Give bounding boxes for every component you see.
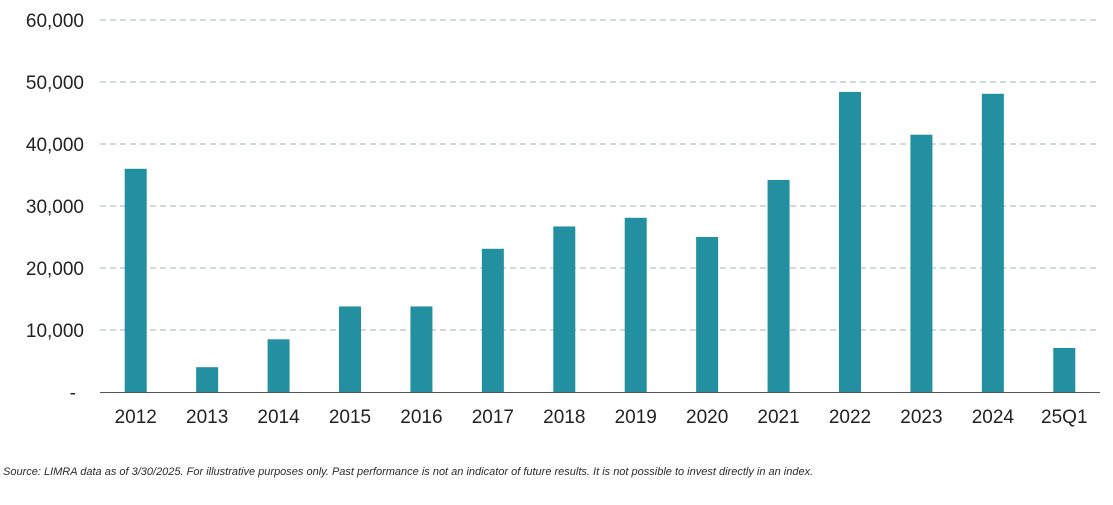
y-tick-label: 20,000 [26,259,84,280]
bar-2014 [267,339,290,392]
y-tick-label: 50,000 [26,73,84,94]
x-tick-label: 2014 [257,407,300,428]
bar-2024 [981,93,1004,392]
bar-25Q1 [1053,347,1076,392]
bar-2023 [910,134,933,392]
x-tick-label: 2021 [757,407,799,428]
y-tick-label: 60,000 [26,11,84,32]
bar-2013 [196,367,219,392]
bar-chart: - 10,000 20,000 30,000 40,000 50,000 60,000 20… [26,11,1100,428]
bar-2018 [553,226,576,392]
x-tick-label: 2016 [400,407,442,428]
x-tick-label: 2013 [186,407,228,428]
source-footnote: Source: LIMRA data as of 3/30/2025. For … [3,466,814,478]
x-tick-label: 2018 [543,407,585,428]
x-tick-label: 25Q1 [1041,407,1087,428]
y-tick-label: 10,000 [26,321,84,342]
x-tick-label: 2015 [329,407,371,428]
bar-2022 [839,91,861,393]
bar-2020 [696,237,719,392]
x-tick-label: 2019 [615,407,657,428]
bar-2021 [767,179,790,392]
bar-2015 [339,306,361,392]
bar-2017 [481,248,504,392]
x-axis-tick-labels: 2012 2013 2014 2015 2016 2017 2018 2019 2020 2021… [115,407,1088,428]
bars [124,91,1076,393]
x-tick-label: 2017 [472,407,514,428]
x-tick-label: 2024 [972,407,1015,428]
bar-2016 [410,306,433,392]
x-tick-label: 2022 [829,407,871,428]
bar-2019 [624,217,647,392]
y-axis-tick-labels: - 10,000 20,000 30,000 40,000 50,000 60,000 [26,11,84,404]
y-tick-label: 30,000 [26,197,84,218]
x-tick-label: 2012 [115,407,157,428]
x-tick-label: 2023 [900,407,942,428]
x-tick-label: 2020 [686,407,728,428]
y-tick-label: 40,000 [26,135,84,156]
gridlines [100,19,1100,331]
y-tick-label: - [70,383,76,404]
bar-2012 [124,168,147,392]
